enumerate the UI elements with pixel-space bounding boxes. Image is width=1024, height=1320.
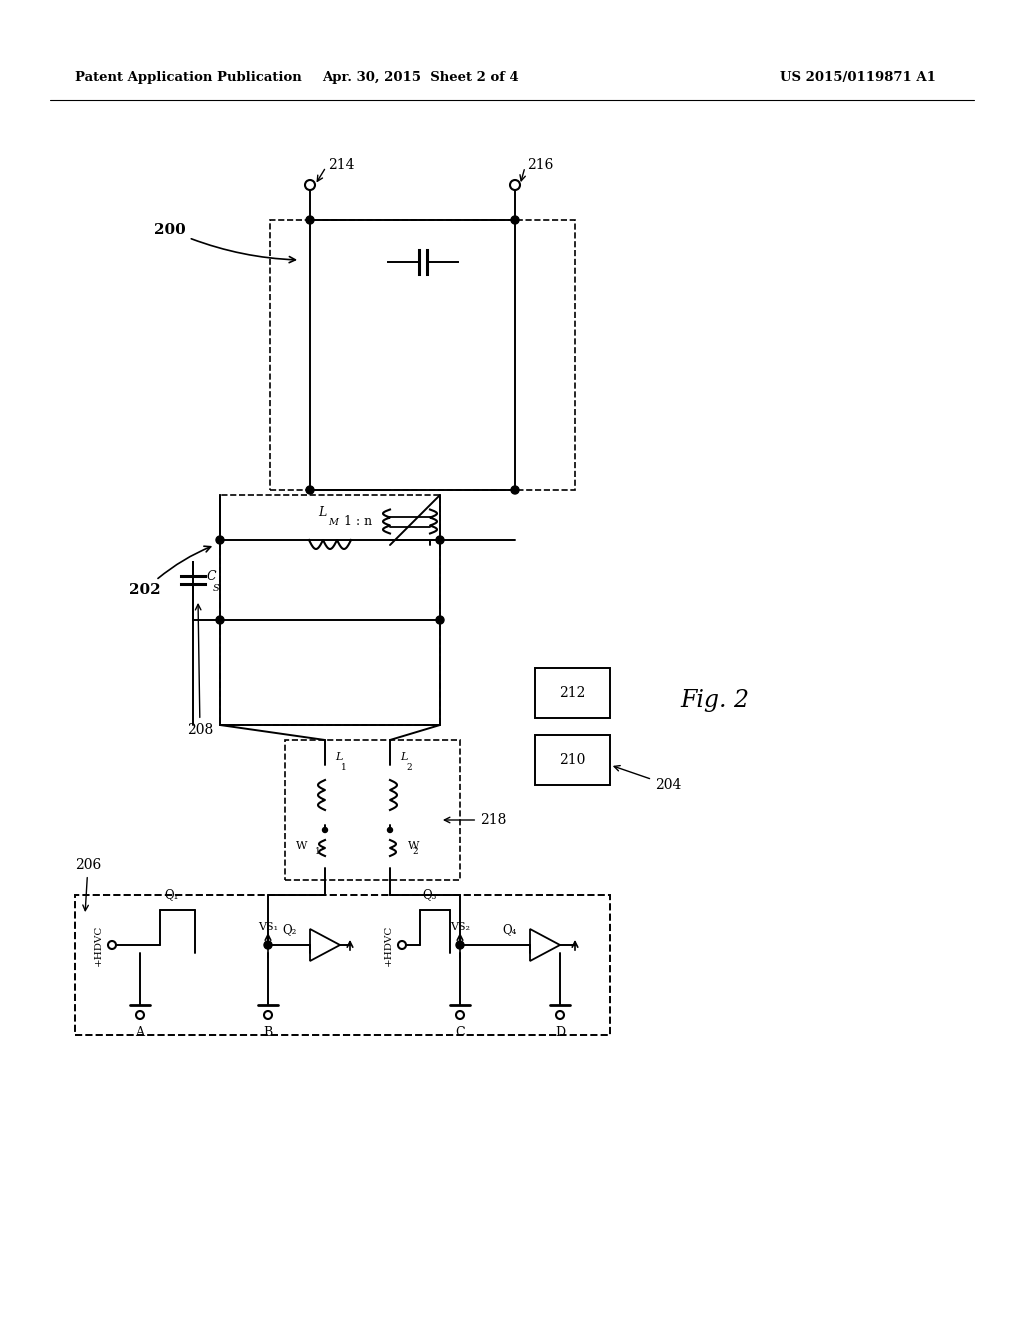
Text: M: M	[328, 517, 338, 527]
Circle shape	[398, 941, 406, 949]
Text: Q₄: Q₄	[503, 924, 517, 936]
Bar	[535, 735, 610, 785]
Circle shape	[136, 1011, 144, 1019]
Text: 218: 218	[444, 813, 507, 828]
Circle shape	[436, 536, 444, 544]
Text: Apr. 30, 2015  Sheet 2 of 4: Apr. 30, 2015 Sheet 2 of 4	[322, 71, 518, 84]
Circle shape	[556, 1011, 564, 1019]
Circle shape	[306, 216, 314, 224]
Text: US 2015/0119871 A1: US 2015/0119871 A1	[780, 71, 936, 84]
Text: Fig. 2: Fig. 2	[680, 689, 749, 711]
Text: VS₁: VS₁	[258, 921, 278, 932]
Text: L: L	[317, 506, 326, 519]
Bar	[270, 220, 575, 490]
Text: 1: 1	[341, 763, 347, 772]
Text: C: C	[456, 1026, 465, 1039]
Text: S: S	[213, 583, 219, 593]
Circle shape	[323, 828, 328, 833]
Text: D: D	[555, 1026, 565, 1039]
Circle shape	[511, 486, 519, 494]
Text: L: L	[335, 752, 342, 762]
Text: 2: 2	[406, 763, 412, 772]
Text: A: A	[135, 1026, 144, 1039]
Bar	[220, 495, 440, 725]
Circle shape	[456, 1011, 464, 1019]
Circle shape	[306, 486, 314, 494]
Text: 1 : n: 1 : n	[344, 515, 372, 528]
Circle shape	[456, 941, 464, 949]
Text: +HDVC: +HDVC	[93, 924, 102, 966]
Text: VS₂: VS₂	[450, 921, 470, 932]
Circle shape	[216, 616, 224, 624]
Text: 2: 2	[412, 847, 418, 855]
Text: Q₁: Q₁	[165, 888, 179, 902]
Text: 214: 214	[328, 158, 354, 172]
Text: 212: 212	[559, 686, 586, 700]
Text: Q₃: Q₃	[423, 888, 437, 902]
Circle shape	[305, 180, 315, 190]
Text: Q₂: Q₂	[283, 924, 297, 936]
Bar	[535, 668, 610, 718]
Bar	[75, 895, 610, 1035]
Circle shape	[510, 180, 520, 190]
Circle shape	[387, 828, 392, 833]
Text: +HDVC: +HDVC	[384, 924, 392, 966]
Circle shape	[108, 941, 116, 949]
Text: Patent Application Publication: Patent Application Publication	[75, 71, 302, 84]
Text: 200: 200	[155, 223, 295, 263]
Text: 206: 206	[75, 858, 101, 911]
Text: W: W	[408, 841, 420, 851]
Circle shape	[511, 216, 519, 224]
Text: 208: 208	[186, 605, 213, 737]
Text: 216: 216	[527, 158, 553, 172]
Text: L: L	[400, 752, 408, 762]
Text: 204: 204	[614, 766, 681, 792]
Text: 210: 210	[559, 752, 586, 767]
Text: B: B	[263, 1026, 272, 1039]
Bar	[285, 741, 460, 880]
Text: 1: 1	[315, 847, 321, 855]
Text: W: W	[296, 841, 307, 851]
Circle shape	[216, 536, 224, 544]
Circle shape	[264, 1011, 272, 1019]
Text: 202: 202	[129, 546, 211, 597]
Circle shape	[264, 941, 272, 949]
Circle shape	[436, 616, 444, 624]
Text: C: C	[207, 569, 217, 582]
